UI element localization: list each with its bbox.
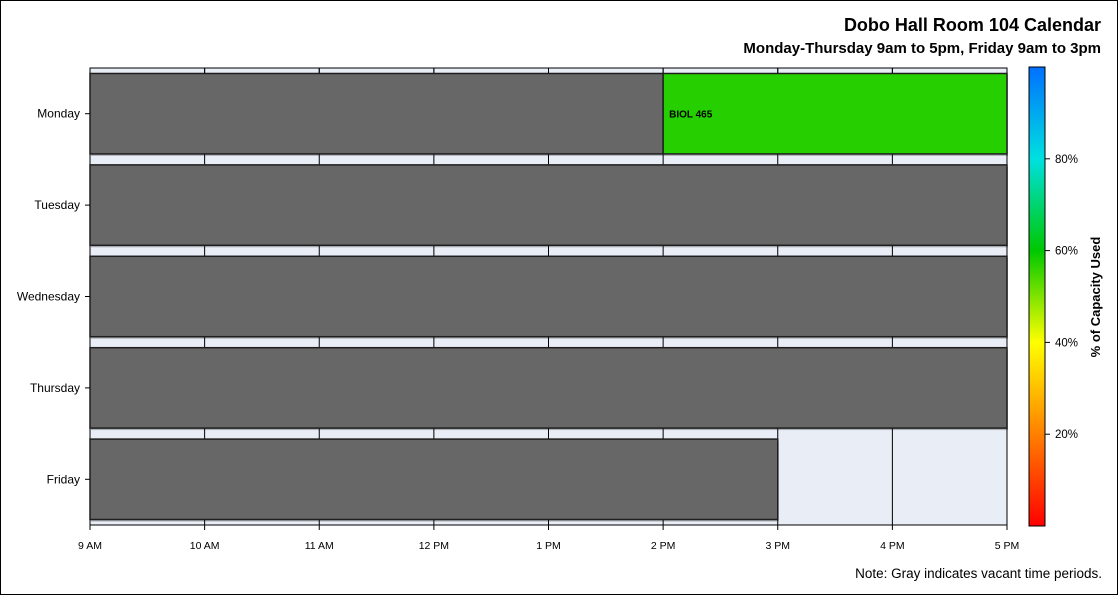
y-tick-label: Tuesday: [34, 198, 80, 212]
chart-note: Note: Gray indicates vacant time periods…: [855, 566, 1102, 581]
x-tick-label: 12 PM: [419, 540, 449, 552]
scheduled-bar: [662, 72, 1008, 155]
chart-subtitle: Monday-Thursday 9am to 5pm, Friday 9am t…: [743, 40, 1101, 57]
colorbar-tick-label: 80%: [1055, 154, 1078, 166]
y-tick-label: Monday: [37, 107, 80, 121]
x-tick-label: 10 AM: [190, 540, 220, 552]
chart-title: Dobo Hall Room 104 Calendar: [843, 15, 1101, 35]
vacant-bar: [89, 346, 1008, 429]
x-tick-label: 2 PM: [651, 540, 676, 552]
vacant-bar: [89, 72, 664, 155]
x-tick-label: 9 AM: [78, 540, 102, 552]
vacant-bar: [89, 255, 1008, 338]
y-tick-label: Thursday: [30, 381, 80, 395]
colorbar-tick-label: 20%: [1055, 429, 1078, 441]
x-tick-label: 3 PM: [765, 540, 790, 552]
x-tick-label: 11 AM: [305, 540, 334, 552]
bar-label: BIOL 465: [669, 110, 713, 121]
vacant-bar: [89, 164, 1008, 247]
x-tick-label: 1 PM: [536, 540, 561, 552]
colorbar-label: % of Capacity Used: [1088, 237, 1103, 358]
x-tick-label: 5 PM: [995, 540, 1020, 552]
x-tick-label: 4 PM: [880, 540, 905, 552]
colorbar-tick-label: 40%: [1055, 337, 1078, 349]
colorbar: [1028, 66, 1046, 527]
vacant-bar: [89, 438, 779, 521]
y-tick-label: Wednesday: [17, 290, 80, 304]
colorbar-tick-label: 60%: [1055, 246, 1078, 258]
y-tick-label: Friday: [47, 472, 80, 486]
